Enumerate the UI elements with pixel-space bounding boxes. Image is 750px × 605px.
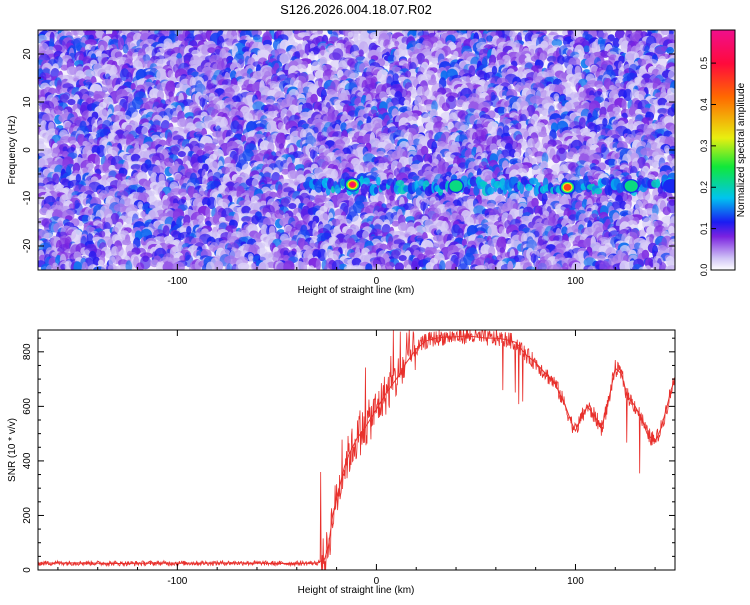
heatmap-cell bbox=[117, 37, 125, 51]
heatmap-cell bbox=[602, 30, 612, 34]
heatmap-cell bbox=[666, 46, 675, 55]
heatmap-cell bbox=[600, 50, 610, 58]
heatmap-cell bbox=[60, 64, 69, 71]
heatmap-cell bbox=[416, 53, 426, 65]
heatmap-cell bbox=[405, 70, 411, 79]
heatmap-cell bbox=[387, 54, 396, 65]
heatmap-cell bbox=[514, 151, 520, 159]
heatmap-cells bbox=[38, 30, 675, 270]
heatmap-cell bbox=[595, 84, 604, 91]
heatmap-cell bbox=[122, 43, 129, 54]
heatmap-cell bbox=[130, 82, 136, 91]
heatmap-cell bbox=[410, 89, 418, 99]
heatmap-cell bbox=[207, 47, 216, 54]
heatmap-cell bbox=[318, 77, 324, 88]
heatmap-cell bbox=[583, 45, 590, 53]
heatmap-cell bbox=[353, 31, 359, 44]
heatmap-cell bbox=[347, 31, 353, 38]
heatmap-cell bbox=[551, 39, 563, 47]
heatmap-cell bbox=[403, 99, 410, 107]
heatmap-cell bbox=[431, 57, 440, 65]
heatmap-cell bbox=[279, 53, 290, 65]
heatmap-cell bbox=[332, 48, 344, 61]
heatmap-cell bbox=[486, 35, 494, 42]
heatmap-cell bbox=[427, 79, 437, 86]
figure-title: S126.2026.004.18.07.R02 bbox=[280, 2, 432, 17]
heatmap-cell bbox=[552, 154, 561, 164]
heatmap-cell bbox=[257, 49, 271, 60]
heatmap-cell bbox=[662, 206, 671, 216]
heatmap-cell bbox=[624, 203, 631, 211]
heatmap-cell bbox=[441, 102, 450, 112]
heatmap-cell bbox=[660, 30, 671, 36]
heatmap-cell bbox=[67, 99, 76, 106]
heatmap-cell bbox=[623, 88, 633, 102]
heatmap-cell bbox=[251, 30, 262, 37]
heatmap-cell bbox=[177, 151, 186, 158]
heatmap-cell bbox=[201, 44, 211, 56]
